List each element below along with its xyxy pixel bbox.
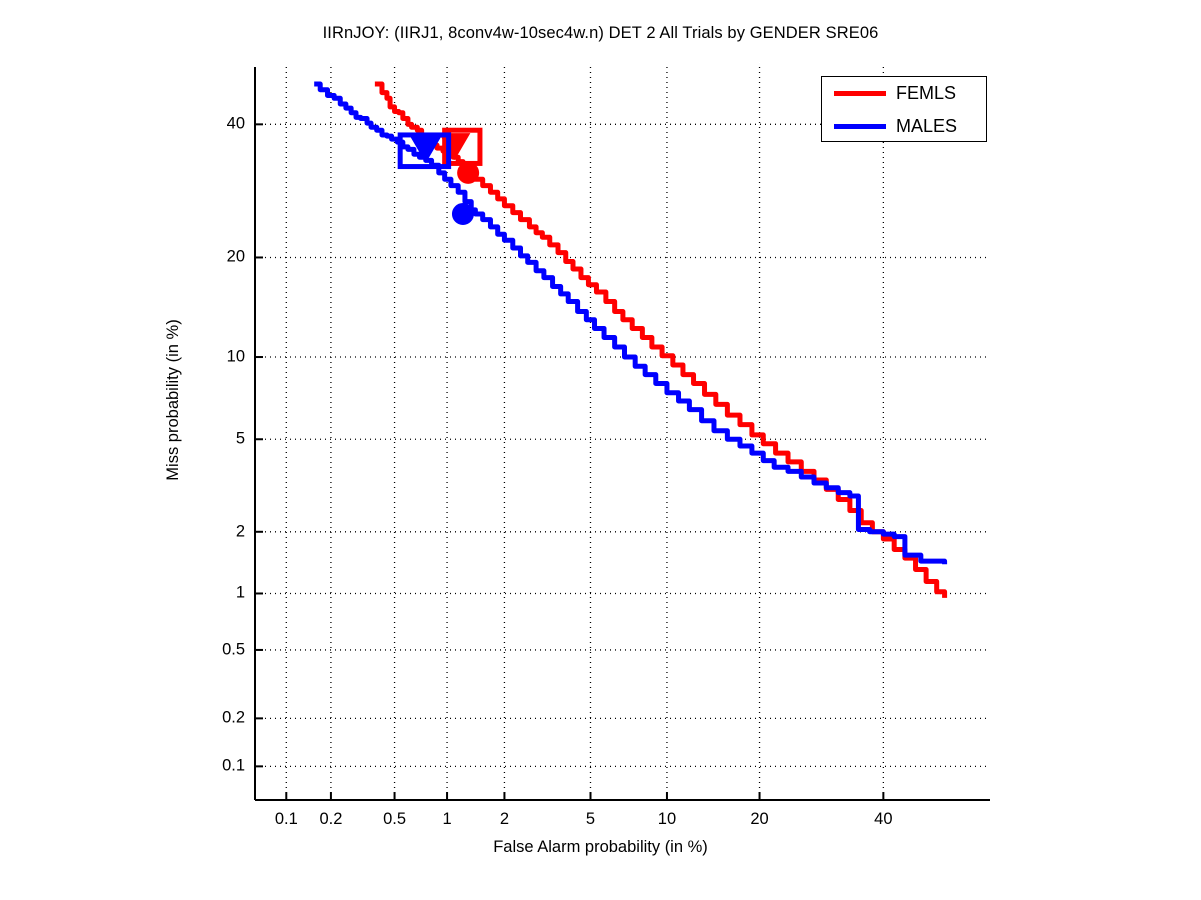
data-series: [314, 81, 948, 598]
y-tick-label: 2: [235, 522, 245, 541]
page-title: IIRnJOY: (IIRJ1, 8conv4w-10sec4w.n) DET …: [322, 24, 879, 42]
series-markers: [397, 127, 483, 225]
x-axis-label: False Alarm probability (in %): [493, 838, 708, 856]
x-tick-label: 10: [657, 810, 677, 828]
legend-swatch-males: [834, 124, 886, 129]
x-tick-label: 0.2: [319, 810, 343, 828]
x-tick-label: 0.5: [383, 810, 407, 828]
axes-frame: [254, 67, 990, 801]
legend-label-males: MALES: [896, 116, 958, 136]
actual-dcf-circle-marker-males: [451, 202, 474, 225]
series-line-males: [314, 81, 948, 565]
x-tick-label: 40: [874, 810, 893, 828]
axis-ticks: [255, 123, 885, 800]
x-tick-label: 0.1: [274, 810, 298, 828]
x-tick-label: 20: [750, 810, 769, 828]
legend-entry-males[interactable]: MALES: [822, 110, 988, 143]
legend[interactable]: FEMLS MALES: [821, 76, 987, 142]
y-tick-label: 40: [226, 114, 245, 133]
min-dcf-triangle-marker-males: [410, 136, 442, 164]
x-tick-label: 5: [585, 810, 596, 828]
actual-dcf-circle-marker-femls: [457, 161, 480, 184]
operating-point-box-males: [397, 132, 452, 170]
legend-label-femls: FEMLS: [896, 83, 957, 103]
legend-swatch-femls: [834, 91, 886, 96]
legend-entry-femls[interactable]: FEMLS: [822, 77, 988, 110]
y-tick-label: 1: [235, 583, 245, 602]
y-tick-label: 0.2: [222, 708, 245, 727]
operating-point-box-femls: [442, 127, 483, 166]
x-tick-label: 2: [499, 810, 510, 828]
y-tick-label: 10: [226, 347, 245, 366]
y-tick-label: 20: [226, 247, 245, 266]
y-tick-label: 0.1: [222, 756, 245, 775]
y-tick-label: 0.5: [222, 640, 245, 659]
y-tick-label: 5: [235, 429, 245, 448]
grid-lines: [255, 67, 990, 800]
x-tick-label: 1: [442, 810, 452, 828]
